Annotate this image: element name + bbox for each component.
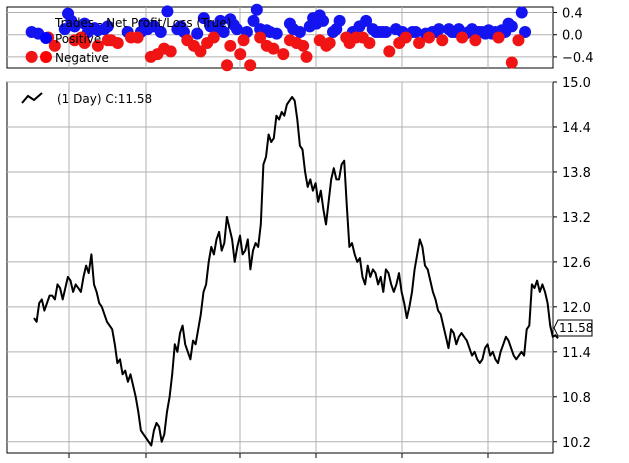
negative-trade-point: [323, 37, 336, 50]
legend-trades-title: Trades - Net Profit/Loss (True): [54, 16, 231, 30]
negative-trade-point: [456, 31, 469, 44]
price-ytick-label: 12.0: [562, 301, 591, 316]
positive-trade-point: [247, 14, 260, 27]
trades-legend: Trades - Net Profit/Loss (True) Positive…: [54, 16, 231, 65]
negative-trade-point: [221, 59, 234, 72]
price-panel-frame: [6, 81, 554, 454]
positive-trade-point: [161, 5, 174, 18]
negative-trade-point: [48, 39, 61, 52]
negative-trade-point: [267, 42, 280, 55]
positive-trade-point: [191, 27, 204, 40]
positive-trade-point: [101, 20, 114, 33]
legend-negative-label: Negative: [55, 51, 109, 65]
negative-trade-point: [254, 31, 267, 44]
positive-trade-point: [270, 27, 283, 40]
negative-trade-point: [234, 48, 247, 61]
negative-trade-point: [512, 34, 525, 47]
legend-positive-marker: [40, 32, 52, 44]
trades-panel: 0.4 0.0 −0.4 Trades - Net Profit/Loss (Tru…: [6, 3, 594, 72]
negative-trade-point: [78, 37, 91, 50]
negative-trade-point: [91, 39, 104, 52]
positive-trade-point: [68, 20, 81, 33]
trades-points: [25, 3, 532, 72]
price-ytick-label: 10.8: [562, 391, 591, 406]
negative-trade-point: [413, 37, 426, 50]
negative-trade-point: [363, 37, 376, 50]
line-legend-icon: [21, 92, 43, 104]
positive-trade-point: [293, 25, 306, 38]
negative-trade-point: [399, 31, 412, 44]
negative-trade-point: [25, 50, 38, 63]
legend-negative-marker: [40, 51, 52, 63]
negative-trade-point: [469, 34, 482, 47]
price-legend: (1 Day) C:11.58: [21, 92, 152, 106]
negative-trade-point: [244, 59, 257, 72]
negative-trade-point: [111, 37, 124, 50]
price-ytick-label: 11.4: [562, 346, 591, 361]
negative-trade-point: [207, 31, 220, 44]
negative-trade-point: [237, 34, 250, 47]
positive-trade-point: [230, 23, 243, 36]
legend-positive-label: Positive: [55, 32, 101, 46]
negative-trade-point: [423, 31, 436, 44]
negative-trade-point: [300, 50, 313, 63]
negative-trade-point: [194, 45, 207, 58]
positive-trade-point: [317, 14, 330, 27]
negative-trade-point: [297, 39, 310, 52]
negative-trade-point: [164, 45, 177, 58]
price-ytick-label: 13.8: [562, 166, 591, 181]
price-panel: 15.0 14.4 13.8 13.2 12.6 12.0 11.4 10.8 10.2 (1 …: [6, 76, 593, 458]
price-ytick-label: 13.2: [562, 211, 591, 226]
negative-trade-point: [131, 31, 144, 44]
close-price-line: [33, 96, 559, 447]
price-ytick-label: 10.2: [562, 436, 591, 451]
x-axis-ticks: [68, 453, 489, 458]
positive-trade-point: [519, 25, 532, 38]
price-ytick-label: 15.0: [562, 76, 591, 91]
positive-trade-point: [250, 3, 263, 16]
positive-trade-point: [505, 20, 518, 33]
trades-ytick-label: 0.4: [562, 7, 583, 22]
positive-trade-point: [379, 25, 392, 38]
positive-trade-point: [154, 25, 167, 38]
price-ytick-label: 14.4: [562, 121, 591, 136]
negative-trade-point: [277, 48, 290, 61]
positive-trade-point: [217, 25, 230, 38]
positive-trade-point: [333, 14, 346, 27]
positive-trade-point: [360, 14, 373, 27]
positive-trade-point: [409, 25, 422, 38]
positive-trade-point: [515, 6, 528, 19]
negative-trade-point: [492, 31, 505, 44]
last-value-tag: 11.58: [553, 319, 593, 337]
price-y-axis: 15.0 14.4 13.8 13.2 12.6 12.0 11.4 10.8 10.2: [553, 76, 591, 451]
negative-trade-point: [505, 56, 518, 69]
last-value-text: 11.58: [559, 321, 593, 335]
trades-ytick-label: 0.0: [562, 29, 583, 44]
last-value-tag-box: [553, 319, 593, 337]
trades-y-axis: 0.4 0.0 −0.4: [553, 7, 594, 66]
positive-trade-point: [58, 23, 71, 36]
positive-trade-point: [214, 14, 227, 27]
negative-trade-point: [436, 34, 449, 47]
price-grid: [7, 81, 553, 453]
positive-trade-point: [197, 12, 210, 25]
legend-price-label: (1 Day) C:11.58: [57, 92, 152, 106]
negative-trade-point: [383, 45, 396, 58]
positive-trade-point: [432, 23, 445, 36]
trades-ytick-label: −0.4: [562, 51, 594, 66]
price-ytick-label: 12.6: [562, 256, 591, 271]
negative-trade-point: [224, 39, 237, 52]
